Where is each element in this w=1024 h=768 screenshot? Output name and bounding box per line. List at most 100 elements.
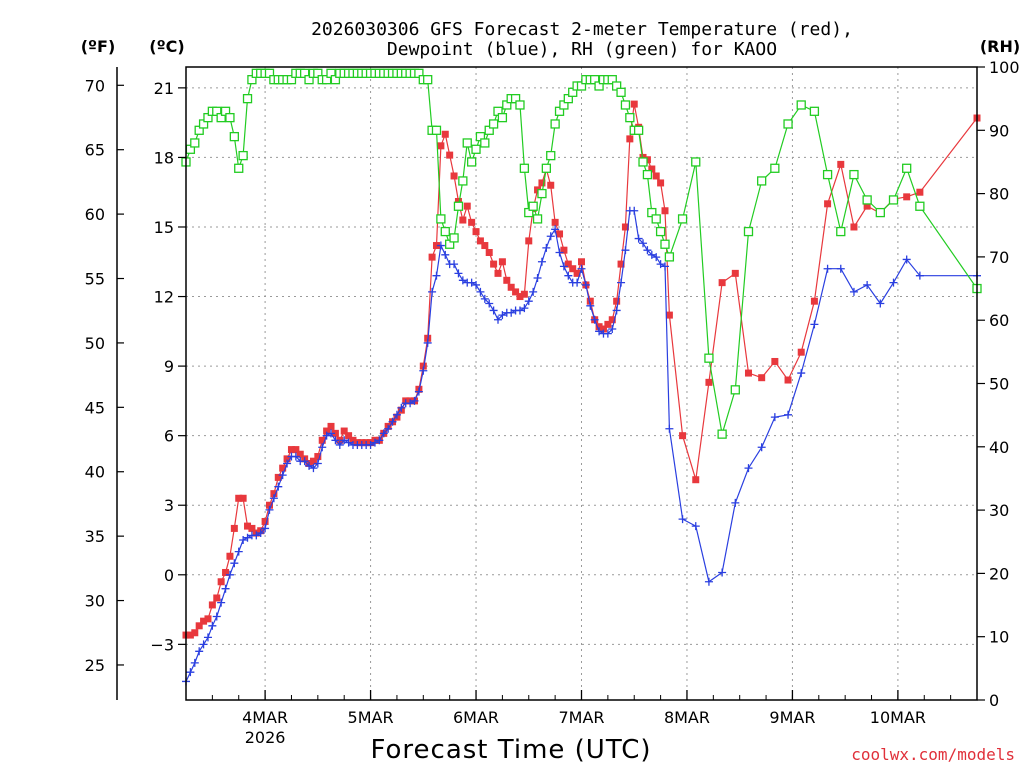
dewpoint-point — [366, 440, 375, 449]
temperature-point — [617, 260, 625, 268]
dewpoint-point — [647, 250, 656, 259]
rh-point — [633, 125, 644, 135]
temperature-point — [340, 427, 348, 435]
temperature-point — [230, 524, 238, 532]
dewpoint-point — [608, 325, 617, 334]
temperature-point — [516, 293, 524, 301]
rh-point — [875, 207, 885, 218]
temperature-point — [186, 631, 194, 639]
temperature-point — [564, 260, 572, 268]
temperature-point — [490, 260, 498, 268]
temperature-point — [657, 179, 665, 187]
fahrenheit-tick-label: 25 — [85, 656, 105, 675]
temperature-point — [336, 436, 344, 444]
dewpoint-point — [340, 436, 349, 445]
unit-label-rh: (RH) — [980, 37, 1020, 56]
x-tick-label: 8MAR — [664, 708, 710, 727]
temperature-point — [226, 552, 234, 560]
temperature-point — [498, 258, 506, 266]
temperature-point — [208, 601, 216, 609]
temperature-point — [454, 197, 462, 205]
rh-point — [888, 195, 899, 205]
rh-tick-label: 100 — [989, 58, 1020, 77]
dewpoint-point — [498, 311, 507, 320]
dewpoint-point — [757, 443, 766, 452]
dewpoint-point — [537, 257, 546, 266]
temperature-point — [630, 100, 638, 108]
dewpoint-point — [379, 429, 388, 438]
rh-tick-label: 20 — [989, 564, 1009, 583]
rh-point — [462, 138, 472, 148]
rh-point — [497, 112, 508, 123]
dewpoint-point — [467, 278, 476, 287]
dewpoint-point — [476, 287, 485, 296]
dewpoint-point — [581, 280, 590, 289]
temperature-point — [692, 476, 700, 484]
temperature-point — [441, 130, 449, 138]
rh-tick-label: 90 — [989, 121, 1009, 140]
rh-point — [730, 385, 740, 395]
temperature-point — [345, 432, 353, 440]
dewpoint-point — [634, 234, 643, 243]
dewpoint-point — [507, 308, 516, 317]
temperature-point — [661, 207, 669, 215]
fahrenheit-tick-label: 45 — [85, 398, 105, 417]
dewpoint-point — [305, 461, 314, 470]
temperature-point — [279, 464, 287, 472]
temperature-point — [810, 297, 818, 305]
dewpoint-point — [489, 306, 498, 315]
dewpoint-point — [221, 584, 230, 593]
dewpoint-point — [533, 274, 542, 282]
dewpoint-point — [643, 246, 652, 255]
temperature-point — [613, 297, 621, 305]
rh-point — [190, 138, 200, 148]
dewpoint-point — [656, 260, 665, 269]
temperature-point — [578, 258, 585, 266]
temperature-point — [463, 202, 471, 210]
temperature-point — [432, 242, 440, 250]
fahrenheit-tick-label: 70 — [85, 76, 105, 95]
celsius-tick-label: 18 — [154, 148, 174, 167]
dewpoint-point — [291, 452, 300, 461]
dewpoint-point — [744, 464, 753, 473]
rh-tick-label: 50 — [989, 375, 1009, 394]
axes-layer: −3 0 3 6 9 12 15 18 21 25 30 35 40 45 50 55 60 65 70 0 10 20 3… — [85, 58, 1020, 747]
dewpoint-point — [542, 243, 551, 252]
dewpoint-point — [454, 269, 463, 278]
temperature-point — [213, 594, 221, 602]
temperature-point — [626, 135, 634, 143]
dewpoint-point — [603, 329, 612, 338]
dewpoint-point — [225, 570, 234, 579]
rh-point — [229, 131, 239, 142]
temperature-point — [556, 230, 564, 238]
rh-tick-label: 70 — [989, 248, 1009, 267]
rh-point — [620, 100, 631, 110]
dewpoint-point — [388, 417, 397, 426]
rh-point — [849, 169, 859, 180]
rh-point — [651, 214, 661, 224]
rh-point — [691, 157, 701, 167]
celsius-tick-label: 15 — [154, 218, 174, 237]
temperature-point — [318, 436, 326, 444]
rh-point — [655, 226, 666, 237]
dewpoint-point — [520, 304, 529, 313]
rh-tick-label: 0 — [989, 691, 999, 710]
dewpoint-point — [472, 280, 481, 289]
temperature-point — [507, 283, 515, 291]
dewpoint-point — [586, 301, 595, 310]
temperature-point — [520, 290, 528, 298]
dewpoint-point — [810, 320, 819, 329]
celsius-tick-label: 9 — [164, 357, 174, 376]
temperature-point — [652, 172, 660, 180]
dewpoint-point — [441, 250, 450, 259]
rh-point — [458, 176, 468, 186]
x-tick-label: 10MAR — [870, 708, 926, 727]
dewpoint-point — [524, 297, 533, 306]
dewpoint-point — [665, 424, 674, 433]
temperature-point — [758, 374, 766, 382]
temperature-point — [850, 223, 858, 231]
dewpoint-point — [823, 264, 832, 273]
dewpoint-point — [559, 262, 568, 271]
dewpoint-point — [639, 239, 648, 248]
rh-point — [915, 201, 925, 211]
